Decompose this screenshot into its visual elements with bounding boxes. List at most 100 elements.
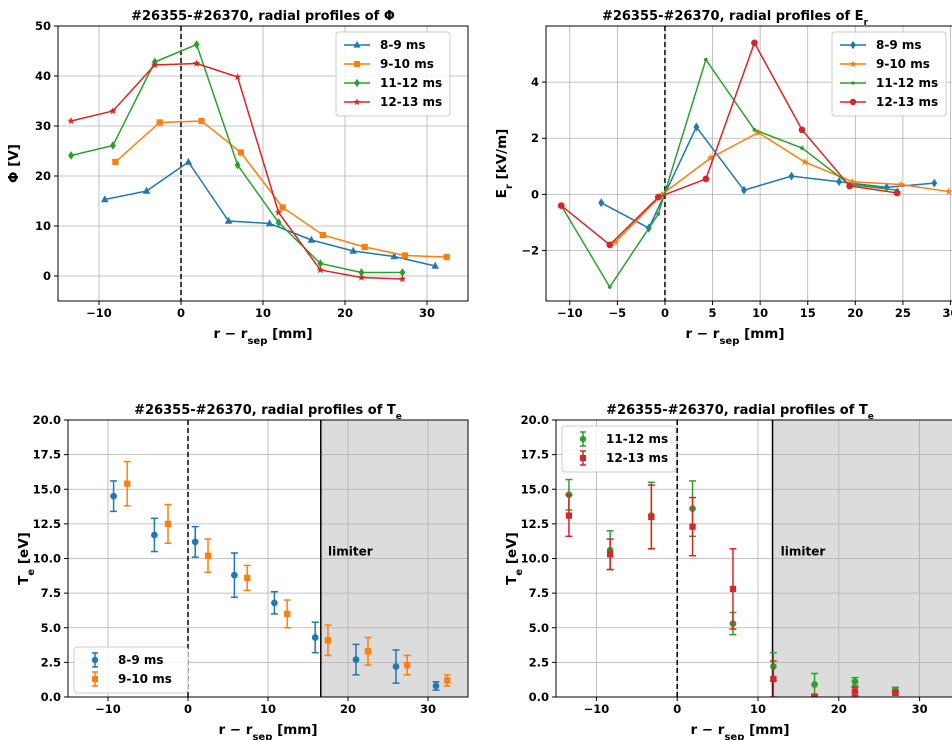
data-point xyxy=(656,212,661,216)
legend-marker xyxy=(580,455,586,461)
y-tick-label: 12.5 xyxy=(521,517,549,531)
x-axis-label: r − rsep [mm] xyxy=(218,722,317,740)
x-tick-label: 25 xyxy=(895,306,911,320)
x-tick-label: −10 xyxy=(95,702,121,716)
legend-marker xyxy=(92,676,98,682)
series-3 xyxy=(68,40,406,277)
x-tick-label: 20 xyxy=(340,702,356,716)
y-tick-label: 2.5 xyxy=(529,655,549,669)
data-point xyxy=(658,190,666,198)
data-point xyxy=(443,253,450,261)
legend-label: 8-9 ms xyxy=(118,653,164,667)
y-tick-label: 17.5 xyxy=(521,448,549,462)
data-point xyxy=(279,204,286,211)
series-4 xyxy=(557,39,901,249)
data-point xyxy=(702,175,710,183)
data-point xyxy=(191,538,199,546)
data-point xyxy=(751,39,758,47)
series-2 xyxy=(112,117,450,261)
legend-box xyxy=(73,646,189,694)
y-tick-label: −2 xyxy=(521,243,539,257)
data-point xyxy=(231,571,238,579)
data-point xyxy=(892,689,899,696)
series-2 xyxy=(565,484,899,697)
data-point xyxy=(68,151,75,160)
data-point xyxy=(192,59,201,67)
data-point xyxy=(124,480,131,487)
data-point xyxy=(752,127,757,132)
data-point xyxy=(770,675,777,683)
data-point xyxy=(811,693,818,697)
data-point xyxy=(897,180,905,188)
series-line xyxy=(560,41,898,246)
data-point xyxy=(648,513,655,521)
data-point xyxy=(198,117,205,125)
data-point xyxy=(100,195,109,203)
y-tick-label: 0.0 xyxy=(529,690,549,704)
x-tick-label: −10 xyxy=(584,702,610,716)
chart-title: #26355-#26370, radial profiles of Er xyxy=(602,9,869,28)
series-1 xyxy=(100,157,439,269)
x-tick-label: 30 xyxy=(912,702,928,716)
data-point xyxy=(233,73,242,81)
legend-label: 8-9 ms xyxy=(876,38,922,52)
x-tick-label: 10 xyxy=(752,306,768,320)
y-tick-label: 20.0 xyxy=(33,413,61,427)
legend-label: 12-13 ms xyxy=(380,95,442,109)
series-2 xyxy=(123,460,451,687)
data-point xyxy=(788,171,795,181)
data-point xyxy=(729,585,737,593)
legend-label: 9-10 ms xyxy=(876,57,930,71)
legend-marker xyxy=(354,78,360,88)
data-point xyxy=(693,122,700,132)
data-point xyxy=(352,656,360,663)
data-point xyxy=(109,107,117,115)
series-line xyxy=(600,125,935,230)
legend-label: 12-13 ms xyxy=(606,451,668,465)
data-point xyxy=(851,678,859,686)
series-1 xyxy=(598,122,938,233)
x-tick-label: 0 xyxy=(661,306,669,320)
data-point xyxy=(274,208,283,216)
x-tick-label: 10 xyxy=(260,702,276,716)
legend-marker xyxy=(579,435,587,443)
data-point xyxy=(357,273,366,281)
chart-title: #26355-#26370, radial profiles of Te xyxy=(606,403,874,422)
chart-title: #26355-#26370, radial profiles of Te xyxy=(134,403,402,422)
data-point xyxy=(606,241,614,249)
x-tick-label: 15 xyxy=(800,306,816,320)
x-tick-label: 30 xyxy=(419,306,435,320)
data-point xyxy=(401,252,409,259)
legend-marker xyxy=(91,656,99,664)
data-point xyxy=(801,158,809,166)
legend-box xyxy=(335,31,451,117)
series-1 xyxy=(110,480,440,691)
data-point xyxy=(390,252,398,260)
data-point xyxy=(703,57,708,62)
data-point xyxy=(606,551,614,558)
data-point xyxy=(399,268,406,277)
data-point xyxy=(284,610,291,618)
y-tick-label: 0 xyxy=(43,269,51,283)
legend-marker xyxy=(354,61,360,67)
data-point xyxy=(611,238,620,246)
legend-box xyxy=(831,31,947,117)
data-point xyxy=(598,198,605,208)
data-point xyxy=(316,266,325,274)
legend-label: 9-10 ms xyxy=(380,57,434,71)
limiter-label: limiter xyxy=(781,545,826,559)
y-tick-label: 7.5 xyxy=(529,586,549,600)
data-point xyxy=(800,146,804,150)
x-tick-label: 0 xyxy=(177,306,185,320)
y-axis-label: Te [eV] xyxy=(504,532,525,585)
data-point xyxy=(110,492,117,500)
x-axis-label: r − rsep [mm] xyxy=(213,326,312,347)
data-point xyxy=(156,119,163,126)
y-tick-label: 20.0 xyxy=(521,413,549,427)
data-point xyxy=(741,185,747,195)
x-tick-label: 0 xyxy=(184,702,192,716)
y-tick-label: 12.5 xyxy=(33,517,61,531)
legend-item: 12-13 ms xyxy=(580,450,668,466)
legend-label: 9-10 ms xyxy=(118,672,172,686)
